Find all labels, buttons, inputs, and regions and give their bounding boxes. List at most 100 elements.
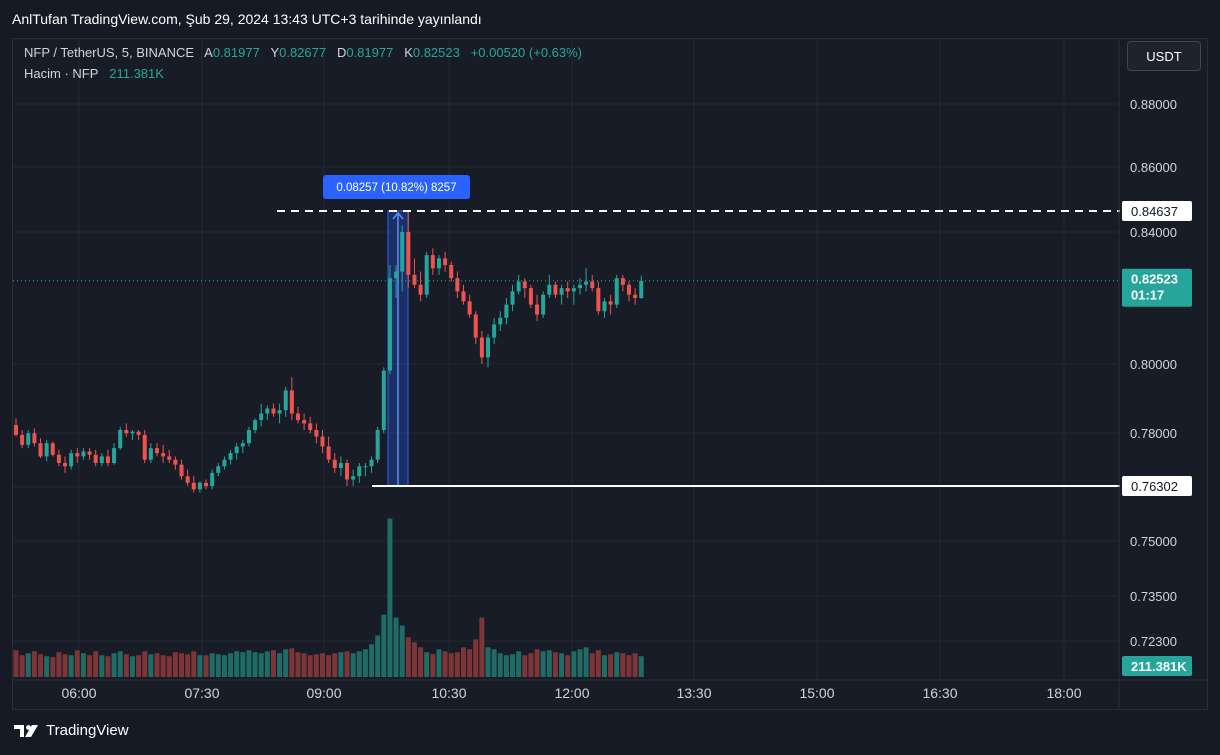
volume-bar (326, 655, 332, 677)
price-tick-label: 0.80000 (1130, 357, 1177, 372)
candle (577, 278, 582, 295)
volume-bar (387, 518, 393, 677)
volume-bar (221, 655, 227, 677)
volume-bar (442, 651, 448, 677)
candle-body (216, 466, 221, 473)
volume-bar (467, 649, 473, 677)
volume-bar (418, 647, 424, 677)
candle-body (639, 280, 644, 298)
volume-bar (424, 652, 430, 677)
volume-bar (344, 651, 350, 677)
candle (486, 334, 491, 368)
currency-button[interactable]: USDT (1127, 41, 1201, 71)
high-label: Y (270, 45, 280, 60)
candle-body (338, 463, 343, 468)
volume-bar (301, 653, 307, 677)
candle (326, 436, 331, 463)
candle-body (418, 284, 423, 295)
volume-bar (405, 637, 411, 677)
candle (148, 443, 153, 463)
volume-bar (234, 651, 240, 677)
candle-body (173, 459, 178, 465)
volume-bar (203, 655, 209, 677)
candle-body (228, 453, 233, 460)
volume-bar (142, 651, 148, 677)
candle-body (412, 274, 417, 285)
volume-bar (270, 650, 276, 677)
candle (345, 459, 350, 487)
tradingview-logo-icon (14, 724, 38, 737)
candle-body (381, 370, 386, 430)
volume-bar (497, 653, 503, 677)
volume-bar (13, 650, 19, 677)
measure-label-box (323, 175, 470, 199)
candle-body (179, 464, 184, 477)
candle-body (75, 453, 80, 457)
volume-bar (295, 652, 301, 677)
last-price-tag: 01:17 (1131, 288, 1164, 303)
volume-bar (638, 656, 644, 677)
ohlc-legend: NFP / TetherUS, 5, BINANCE A0.81977 Y0.8… (24, 45, 582, 60)
published-info: AnlTufan TradingView.com, Şub 29, 2024 1… (12, 11, 482, 27)
candle-body (473, 314, 478, 338)
candle-body (596, 288, 601, 312)
candle (535, 294, 540, 322)
candle-body (620, 278, 625, 285)
candle-body (240, 443, 245, 447)
candle-body (369, 459, 374, 467)
candle (314, 423, 319, 444)
volume-bar (399, 625, 405, 677)
volume-bar (620, 653, 626, 677)
candles (14, 210, 644, 493)
candle-body (308, 423, 313, 430)
candle-body (38, 443, 43, 457)
support-price-tag-box (1122, 476, 1192, 497)
candle (167, 449, 172, 463)
volume-bar (264, 651, 270, 677)
candle-body (375, 430, 380, 460)
candle (308, 416, 313, 434)
candle-body (516, 281, 521, 292)
candle-body (222, 459, 227, 467)
candle-body (553, 284, 558, 295)
candle-body (602, 301, 607, 312)
volume-bar (166, 656, 172, 677)
candle-body (498, 317, 503, 325)
volume-bar (381, 614, 387, 677)
candle (571, 284, 576, 305)
time-tick-label: 12:00 (554, 685, 589, 701)
candle-body (320, 436, 325, 447)
volume-bar (583, 647, 589, 677)
volume-bar (283, 649, 289, 677)
candle (627, 281, 631, 302)
candle-body (492, 324, 497, 338)
time-tick-label: 15:00 (799, 685, 834, 701)
volume-bar (485, 647, 491, 677)
last-price-tag-box (1122, 268, 1192, 307)
candle (473, 311, 478, 345)
volume-bar (608, 654, 614, 677)
volume-bar (154, 653, 160, 677)
candle-body (345, 463, 350, 480)
candle-body (363, 466, 368, 468)
candle (559, 284, 564, 305)
candle-body (50, 443, 55, 455)
volume-bar (129, 656, 135, 677)
candle (173, 456, 178, 470)
candle (81, 448, 86, 460)
volume-bar (123, 654, 129, 677)
volume-bar (215, 654, 221, 677)
candle-body (289, 390, 294, 414)
candle (400, 225, 405, 292)
candle (234, 443, 239, 460)
candle (412, 258, 417, 289)
volume-bar (320, 653, 325, 677)
candle (124, 423, 129, 437)
symbol-label[interactable]: NFP / TetherUS, 5, BINANCE (24, 45, 195, 60)
candle-body (351, 476, 356, 480)
candle (63, 456, 68, 473)
candle-body (424, 255, 429, 295)
candle (565, 281, 570, 298)
candle (406, 210, 411, 289)
